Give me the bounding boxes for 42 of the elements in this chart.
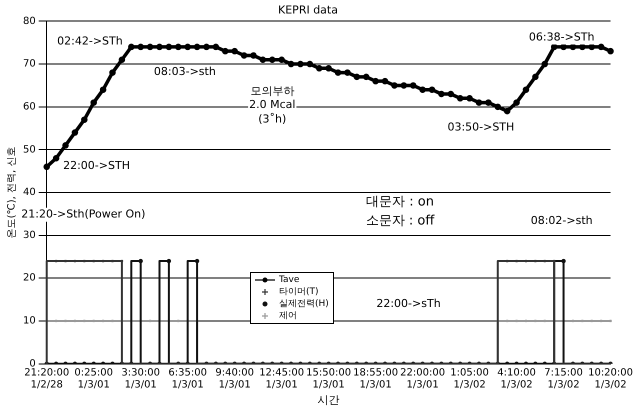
y-tick-label: 0: [29, 358, 36, 370]
x-tick-label: 4:10:00 1/3/02: [497, 367, 536, 390]
x-tick-label: 6:35:00 1/3/01: [168, 367, 207, 390]
y-tick-label: 60: [22, 101, 36, 112]
annotation: 06:38->STh: [528, 30, 594, 44]
x-tick-label: 9:40:00 1/3/01: [215, 367, 254, 390]
annotation: 2.0 Mcal: [249, 98, 296, 111]
y-tick-label: 10: [22, 316, 36, 327]
y-tick-label: 30: [22, 230, 36, 241]
legend-label: 제어: [279, 310, 297, 322]
annotation: 소문자 : off: [366, 214, 436, 229]
x-axis-title: 시간: [318, 393, 340, 406]
y-tick-label: 20: [22, 272, 36, 284]
annotation: 03:50->STH: [447, 120, 514, 134]
annotation: 08:02->sth: [530, 214, 593, 228]
y-axis-title: 온도(℃), 전력, 신호: [6, 146, 18, 238]
x-tick-label: 21:20:00 1/2/28: [24, 367, 70, 390]
x-tick-label: 3:30:00 1/3/01: [121, 367, 160, 390]
x-tick-label: 1:05:00 1/3/02: [450, 367, 489, 390]
annotation: (3˚h): [258, 112, 286, 126]
x-tick-label: 0:25:00 1/3/01: [74, 367, 113, 390]
y-tick-label: 70: [22, 58, 36, 70]
chart-title: KEPRI data: [278, 3, 338, 16]
annotation: 02:42->STh: [57, 34, 123, 48]
x-tick-label: 22:00:00 1/3/01: [400, 367, 446, 390]
annotation: 22:00->sTh: [376, 297, 441, 310]
x-tick-label: 10:20:00 1/3/02: [588, 367, 634, 390]
x-tick-label: 18:55:00 1/3/01: [353, 367, 398, 390]
x-tick-label: 12:45:00 1/3/01: [259, 367, 304, 390]
legend-label: 타이머(T): [279, 286, 319, 298]
y-tick-label: 40: [22, 187, 36, 198]
legend-label: Tave: [279, 274, 300, 286]
annotation: 대문자 : on: [366, 194, 434, 210]
y-tick-label: 80: [22, 16, 36, 27]
legend-label: 실제전력(H): [279, 298, 329, 310]
x-tick-label: 7:15:00 1/3/02: [544, 367, 583, 390]
annotation: 22:00->STH: [63, 158, 130, 172]
annotation: 21:20->Sth(Power On): [21, 208, 146, 221]
annotation: 08:03->sth: [154, 65, 216, 78]
annotation: 모의부하: [250, 84, 294, 98]
x-tick-label: 15:50:00 1/3/01: [306, 367, 352, 390]
y-tick-label: 50: [22, 144, 36, 156]
